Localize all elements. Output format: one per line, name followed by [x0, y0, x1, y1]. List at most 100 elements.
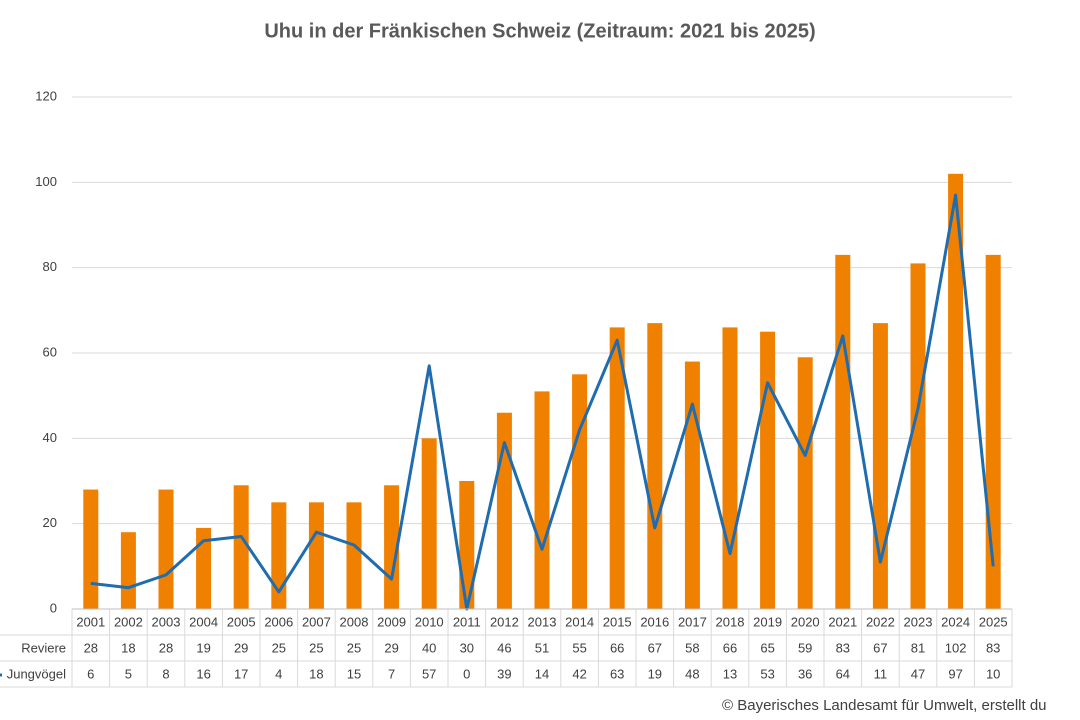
x-tick-label: 2007: [302, 614, 331, 629]
table-value: 28: [84, 640, 98, 655]
chart-title: Uhu in der Fränkischen Schweiz (Zeitraum…: [264, 20, 815, 42]
x-tick-label: 2024: [941, 614, 970, 629]
x-tick-label: 2017: [678, 614, 707, 629]
table-value: 46: [497, 640, 511, 655]
bar: [421, 438, 437, 609]
table-value: 4: [275, 666, 282, 681]
x-tick-label: 2005: [227, 614, 256, 629]
table-value: 29: [234, 640, 248, 655]
table-value: 83: [836, 640, 850, 655]
table-value: 55: [572, 640, 586, 655]
bar: [910, 263, 926, 609]
table-value: 51: [535, 640, 549, 655]
table-value: 63: [610, 666, 624, 681]
table-value: 19: [648, 666, 662, 681]
table-value: 47: [911, 666, 925, 681]
bar: [534, 391, 550, 609]
x-tick-label: 2019: [753, 614, 782, 629]
x-tick-label: 2003: [152, 614, 181, 629]
table-value: 14: [535, 666, 549, 681]
table-value: 66: [723, 640, 737, 655]
y-tick-label: 100: [35, 174, 57, 189]
x-tick-label: 2016: [640, 614, 669, 629]
x-tick-label: 2025: [979, 614, 1008, 629]
table-value: 102: [945, 640, 967, 655]
table-value: 67: [648, 640, 662, 655]
table-value: 18: [309, 666, 323, 681]
bar: [797, 357, 813, 609]
table-value: 6: [87, 666, 94, 681]
table-value: 39: [497, 666, 511, 681]
table-value: 18: [121, 640, 135, 655]
y-tick-label: 120: [35, 88, 57, 103]
y-tick-label: 20: [43, 515, 57, 530]
table-value: 25: [309, 640, 323, 655]
table-value: 29: [384, 640, 398, 655]
x-tick-label: 2021: [828, 614, 857, 629]
table-value: 10: [986, 666, 1000, 681]
table-value: 97: [948, 666, 962, 681]
table-value: 13: [723, 666, 737, 681]
x-tick-label: 2012: [490, 614, 519, 629]
bar: [196, 527, 212, 609]
table-value: 36: [798, 666, 812, 681]
table-value: 5: [125, 666, 132, 681]
y-tick-label: 80: [43, 259, 57, 274]
table-value: 16: [196, 666, 210, 681]
table-value: 11: [874, 666, 888, 681]
table-value: 83: [986, 640, 1000, 655]
table-value: 19: [196, 640, 210, 655]
y-tick-label: 40: [43, 430, 57, 445]
table-value: 64: [836, 666, 850, 681]
table-value: 25: [347, 640, 361, 655]
bar: [948, 173, 964, 610]
table-value: 58: [685, 640, 699, 655]
table-value: 57: [422, 666, 436, 681]
x-tick-label: 2020: [791, 614, 820, 629]
bar: [684, 361, 700, 609]
table-value: 53: [760, 666, 774, 681]
x-tick-label: 2002: [114, 614, 143, 629]
table-value: 0: [463, 666, 470, 681]
x-tick-label: 2004: [189, 614, 218, 629]
x-tick-label: 2011: [453, 614, 481, 629]
bar: [722, 327, 738, 609]
bar: [835, 254, 851, 609]
bar: [83, 489, 99, 609]
bar: [346, 502, 362, 609]
line-series: [90, 193, 995, 611]
y-tick-label: 60: [43, 344, 57, 359]
table-value: 30: [460, 640, 474, 655]
x-tick-label: 2018: [716, 614, 745, 629]
bar: [233, 485, 249, 609]
x-tick-label: 2009: [377, 614, 406, 629]
table-value: 81: [911, 640, 925, 655]
x-tick-label: 2015: [603, 614, 632, 629]
table-value: 7: [388, 666, 395, 681]
x-tick-label: 2023: [904, 614, 933, 629]
x-tick-label: 2014: [565, 614, 594, 629]
table-value: 42: [572, 666, 586, 681]
x-tick-label: 2006: [264, 614, 293, 629]
table-value: 28: [159, 640, 173, 655]
bar: [609, 327, 625, 609]
table-value: 66: [610, 640, 624, 655]
bar: [384, 485, 400, 609]
table-value: 8: [162, 666, 169, 681]
bar: [271, 502, 287, 609]
table-value: 65: [760, 640, 774, 655]
bar: [120, 532, 136, 609]
y-tick-label: 0: [50, 600, 57, 615]
bar: [872, 323, 888, 609]
x-tick-label: 2008: [340, 614, 369, 629]
bar: [647, 323, 663, 609]
table-value: 25: [272, 640, 286, 655]
table-value: 15: [347, 666, 361, 681]
source-note: © Bayerisches Landesamt für Umwelt, erst…: [722, 697, 1047, 714]
legend-label: Reviere: [21, 640, 66, 655]
table-value: 40: [422, 640, 436, 655]
x-tick-label: 2010: [415, 614, 444, 629]
x-tick-label: 2013: [528, 614, 557, 629]
bar: [760, 331, 776, 609]
